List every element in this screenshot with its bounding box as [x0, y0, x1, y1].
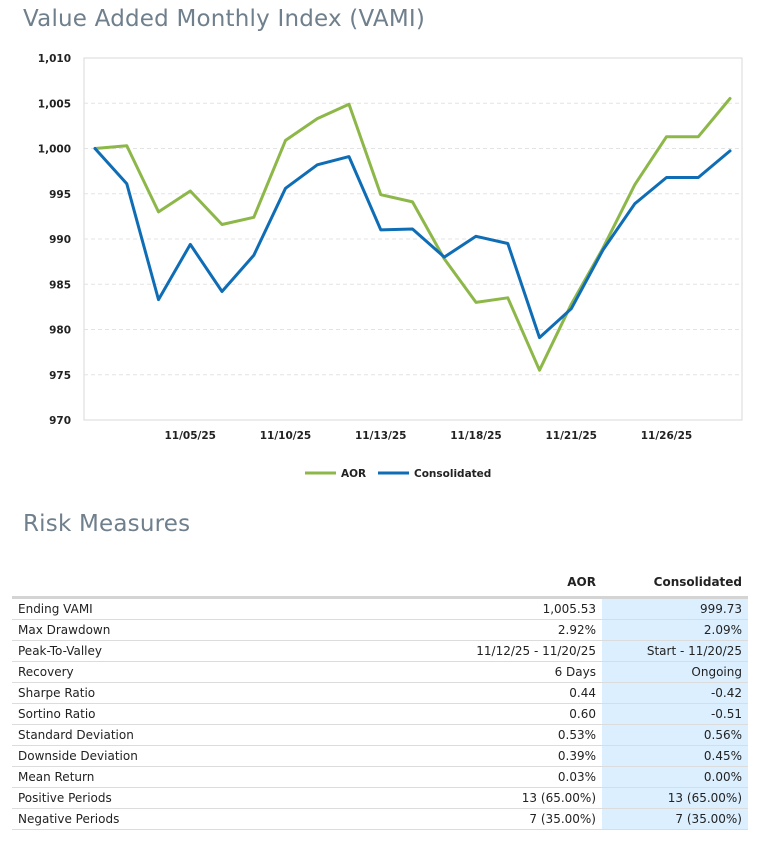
legend-label: AOR: [341, 468, 366, 480]
y-axis: 1,010 1,005 1,000 995 990 985 980 975 970: [38, 53, 71, 427]
row-consolidated-value: Start - 11/20/25: [602, 640, 748, 662]
row-name: Ending VAMI: [12, 597, 278, 620]
row-name: Peak-To-Valley: [12, 640, 278, 662]
series-line-consolidated: [93, 147, 732, 340]
y-tick-label: 970: [49, 415, 71, 427]
y-tick-label: 975: [49, 370, 71, 382]
y-tick-label: 985: [49, 279, 71, 291]
x-axis: 11/05/25 11/10/25 11/13/25 11/18/25 11/21/25…: [164, 430, 692, 442]
row-aor-value: 13 (65.00%): [278, 787, 602, 809]
row-name: Negative Periods: [12, 808, 278, 830]
row-name: Max Drawdown: [12, 619, 278, 641]
x-tick-label: 11/26/25: [641, 430, 693, 442]
row-aor-value: 0.44: [278, 682, 602, 704]
table-row: Sharpe Ratio 0.44 -0.42: [12, 682, 748, 704]
row-aor-value: 0.60: [278, 703, 602, 725]
legend-item-aor[interactable]: AOR: [305, 468, 366, 480]
y-tick-label: 995: [49, 189, 71, 201]
row-consolidated-value: -0.42: [602, 682, 748, 704]
series-line-aor: [93, 97, 732, 372]
table-header-row: AOR Consolidated: [12, 567, 748, 599]
legend[interactable]: AOR Consolidated: [305, 468, 491, 480]
table-row: Max Drawdown 2.92% 2.09%: [12, 619, 748, 641]
x-tick-label: 11/13/25: [355, 430, 407, 442]
y-tick-label: 1,010: [38, 53, 71, 65]
row-consolidated-value: -0.51: [602, 703, 748, 725]
y-tick-label: 980: [49, 325, 71, 337]
row-aor-value: 6 Days: [278, 661, 602, 683]
row-aor-value: 0.53%: [278, 724, 602, 746]
y-tick-label: 1,000: [38, 144, 71, 156]
row-consolidated-value: 0.45%: [602, 745, 748, 767]
row-aor-value: 0.39%: [278, 745, 602, 767]
risk-measures-table: AOR Consolidated Ending VAMI 1,005.53 999.…: [12, 567, 748, 830]
y-tick-label: 990: [49, 234, 71, 246]
gridlines: [84, 102, 742, 376]
table-row: Peak-To-Valley 11/12/25 - 11/20/25 Start -…: [12, 640, 748, 662]
row-aor-value: 0.03%: [278, 766, 602, 788]
y-tick-label: 1,005: [38, 98, 71, 110]
risk-table-body: Ending VAMI 1,005.53 999.73 Max Drawdown 2.9…: [12, 597, 748, 830]
row-name: Downside Deviation: [12, 745, 278, 767]
x-tick-label: 11/05/25: [164, 430, 216, 442]
row-consolidated-value: 7 (35.00%): [602, 808, 748, 830]
legend-item-consolidated[interactable]: Consolidated: [378, 468, 491, 480]
table-row: Standard Deviation 0.53% 0.56%: [12, 724, 748, 746]
vami-title: Value Added Monthly Index (VAMI): [23, 6, 426, 32]
vami-chart: 1,010 1,005 1,000 995 990 985 980 975 970 11/05/…: [38, 53, 743, 480]
row-consolidated-value: Ongoing: [602, 661, 748, 683]
header-consolidated[interactable]: Consolidated: [602, 567, 748, 599]
legend-label: Consolidated: [414, 468, 491, 480]
row-aor-value: 1,005.53: [278, 597, 602, 620]
row-name: Sortino Ratio: [12, 703, 278, 725]
header-aor[interactable]: AOR: [278, 567, 602, 599]
row-name: Sharpe Ratio: [12, 682, 278, 704]
row-name: Positive Periods: [12, 787, 278, 809]
table-row: Recovery 6 Days Ongoing: [12, 661, 748, 683]
row-name: Standard Deviation: [12, 724, 278, 746]
table-row: Negative Periods 7 (35.00%) 7 (35.00%): [12, 808, 748, 830]
row-aor-value: 11/12/25 - 11/20/25: [278, 640, 602, 662]
row-consolidated-value: 13 (65.00%): [602, 787, 748, 809]
row-consolidated-value: 0.00%: [602, 766, 748, 788]
table-row: Positive Periods 13 (65.00%) 13 (65.00%): [12, 787, 748, 809]
row-aor-value: 2.92%: [278, 619, 602, 641]
row-consolidated-value: 0.56%: [602, 724, 748, 746]
row-aor-value: 7 (35.00%): [278, 808, 602, 830]
header-measure: [12, 567, 278, 599]
x-tick-label: 11/21/25: [545, 430, 597, 442]
table-row: Ending VAMI 1,005.53 999.73: [12, 597, 748, 620]
x-tick-label: 11/18/25: [450, 430, 502, 442]
table-row: Mean Return 0.03% 0.00%: [12, 766, 748, 788]
table-row: Sortino Ratio 0.60 -0.51: [12, 703, 748, 725]
risk-measures-title: Risk Measures: [23, 511, 191, 537]
row-consolidated-value: 2.09%: [602, 619, 748, 641]
series-lines: [93, 97, 732, 372]
row-name: Mean Return: [12, 766, 278, 788]
row-name: Recovery: [12, 661, 278, 683]
row-consolidated-value: 999.73: [602, 597, 748, 620]
x-tick-label: 11/10/25: [260, 430, 312, 442]
table-row: Downside Deviation 0.39% 0.45%: [12, 745, 748, 767]
